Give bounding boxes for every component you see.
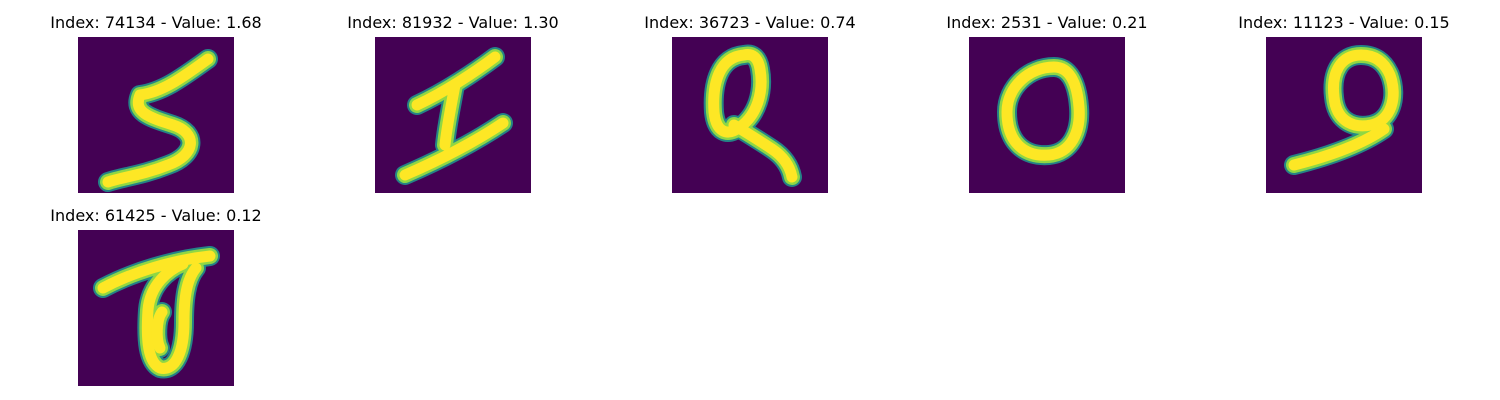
sample-panel: Index: 2531 - Value: 0.21: [937, 13, 1157, 193]
sample-title: Index: 74134 - Value: 1.68: [50, 13, 262, 32]
digit-stroke: [151, 306, 168, 354]
digit-stroke: [141, 258, 202, 374]
digit-image: [375, 37, 531, 193]
sample-panel: Index: 81932 - Value: 1.30: [343, 13, 563, 193]
sample-panel: Index: 61425 - Value: 0.12: [46, 206, 266, 386]
sample-title: Index: 11123 - Value: 0.15: [1238, 13, 1450, 32]
digit-image: [1266, 37, 1422, 193]
digit-stroke: [97, 250, 216, 294]
digit-stroke: [728, 119, 798, 183]
digit-stroke: [439, 79, 461, 151]
sample-title: Index: 36723 - Value: 0.74: [644, 13, 856, 32]
digit-image: [78, 230, 234, 386]
digit-stroke: [399, 117, 509, 181]
sample-title: Index: 61425 - Value: 0.12: [50, 206, 262, 225]
sample-panel: Index: 36723 - Value: 0.74: [640, 13, 860, 193]
digit-stroke: [102, 53, 214, 188]
sample-panel: Index: 74134 - Value: 1.68: [46, 13, 266, 193]
sample-panel: Index: 11123 - Value: 0.15: [1234, 13, 1454, 193]
digit-stroke: [1288, 123, 1390, 171]
digit-image: [672, 37, 828, 193]
sample-title: Index: 2531 - Value: 0.21: [946, 13, 1148, 32]
digit-stroke: [1327, 49, 1399, 132]
digit-image: [969, 37, 1125, 193]
sample-title: Index: 81932 - Value: 1.30: [347, 13, 559, 32]
digit-image: [78, 37, 234, 193]
digit-stroke: [1001, 61, 1085, 161]
